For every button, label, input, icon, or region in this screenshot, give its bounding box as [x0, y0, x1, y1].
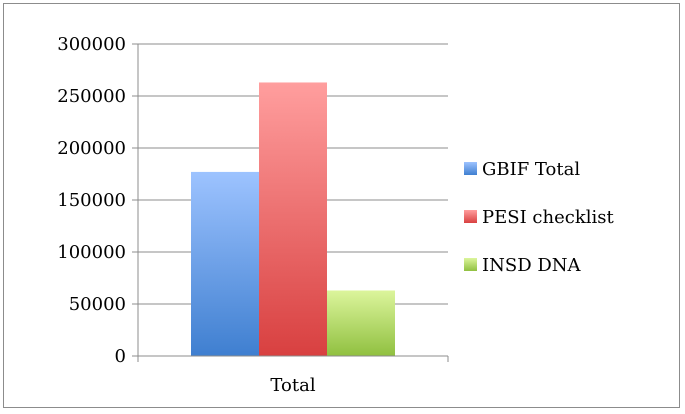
bars	[191, 82, 395, 356]
y-tick-label: 250000	[57, 86, 126, 107]
bar-gbif-total	[191, 171, 259, 356]
y-tick-label: 0	[115, 346, 126, 367]
legend-swatch	[464, 210, 477, 223]
axes	[132, 43, 449, 362]
y-tick-labels: 0 50000 100000 150000 200000 250000 300000	[57, 34, 126, 367]
legend-label: PESI checklist	[482, 207, 614, 228]
y-tick-label: 150000	[57, 190, 126, 211]
legend-label: GBIF Total	[482, 159, 580, 180]
legend-item: INSD DNA	[464, 255, 582, 276]
legend-swatch	[464, 258, 477, 271]
legend-item: PESI checklist	[464, 207, 614, 228]
y-tick-label: 100000	[57, 242, 126, 263]
x-tick-labels: Total	[270, 375, 315, 396]
legend-label: INSD DNA	[482, 255, 582, 276]
y-tick-label: 50000	[69, 294, 126, 315]
x-tick-label: Total	[270, 375, 315, 396]
bar-chart: 0 50000 100000 150000 200000 250000 300000 Tot…	[57, 34, 614, 396]
bar-pesi-checklist	[259, 82, 327, 356]
bar-insd-dna	[327, 290, 395, 356]
legend-swatch	[464, 162, 477, 175]
y-tick-label: 300000	[57, 34, 126, 55]
legend: GBIF Total PESI checklist INSD DNA	[464, 159, 614, 276]
chart-frame: 0 50000 100000 150000 200000 250000 300000 Tot…	[3, 3, 680, 408]
y-tick-label: 200000	[57, 138, 126, 159]
legend-item: GBIF Total	[464, 159, 580, 180]
